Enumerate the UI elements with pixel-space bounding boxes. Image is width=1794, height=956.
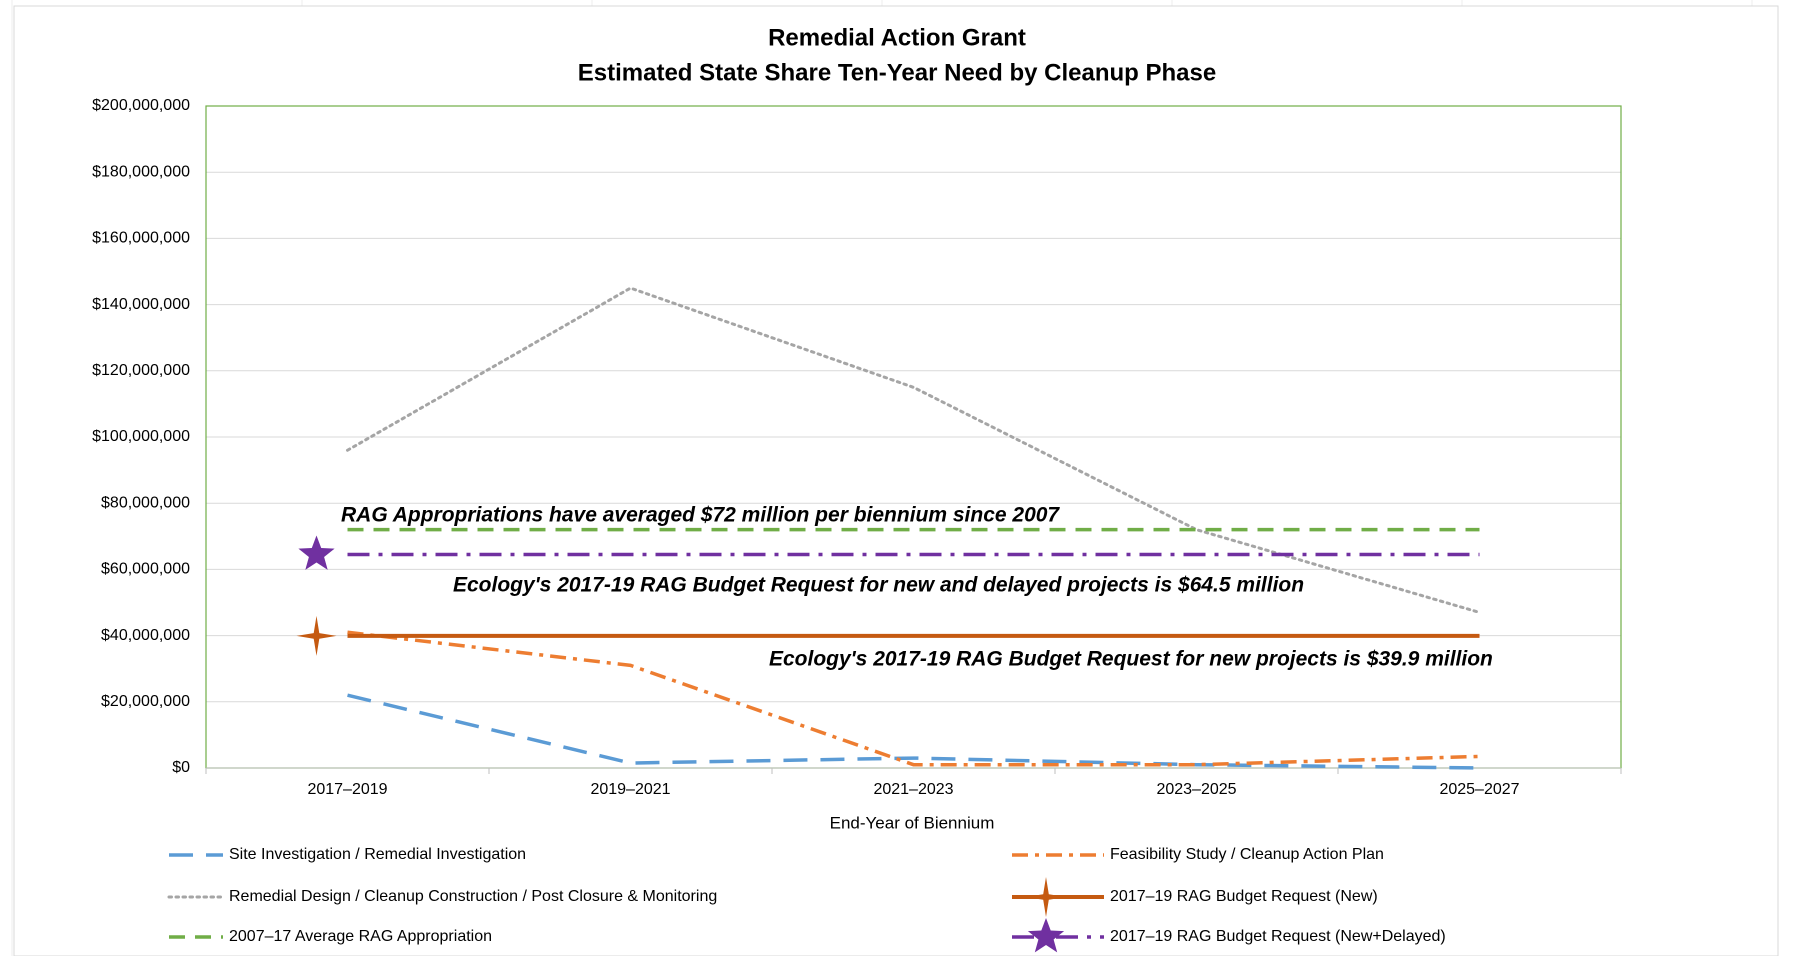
y-tick-label: $120,000,000 [92, 362, 190, 379]
x-tick-label: 2023–2025 [1156, 781, 1236, 798]
chart-subtitle: Estimated State Share Ten-Year Need by C… [578, 59, 1216, 86]
annotation: RAG Appropriations have averaged $72 mil… [341, 504, 1060, 527]
x-tick-label: 2025–2027 [1439, 781, 1519, 798]
y-tick-label: $160,000,000 [92, 230, 190, 247]
series-line [347, 693, 1480, 770]
legend-marker [1026, 877, 1066, 917]
chart-area [13, 5, 1779, 956]
y-tick-label: $0 [172, 759, 190, 776]
series-marker [298, 535, 335, 570]
y-tick-label: $100,000,000 [92, 428, 190, 445]
series-marker [296, 615, 337, 656]
legend-label: 2007–17 Average RAG Appropriation [229, 928, 492, 945]
legend-label: Feasibility Study / Cleanup Action Plan [1110, 846, 1384, 863]
series-line [346, 286, 1481, 614]
chart-title: Remedial Action Grant [768, 24, 1026, 51]
x-tick-label: 2019–2021 [590, 781, 670, 798]
legend-label: Remedial Design / Cleanup Construction /… [229, 888, 717, 905]
y-tick-label: $20,000,000 [101, 693, 190, 710]
y-tick-label: $180,000,000 [92, 163, 190, 180]
annotation: Ecology's 2017-19 RAG Budget Request for… [453, 574, 1304, 597]
x-axis-title: End-Year of Biennium [830, 813, 995, 832]
y-tick-label: $60,000,000 [101, 561, 190, 578]
x-tick-label: 2021–2023 [873, 781, 953, 798]
legend-label: Site Investigation / Remedial Investigat… [229, 846, 526, 863]
annotation: Ecology's 2017-19 RAG Budget Request for… [769, 648, 1493, 671]
legend-marker [1027, 918, 1065, 953]
legend-label: 2017–19 RAG Budget Request (New+Delayed) [1110, 928, 1446, 945]
y-tick-label: $200,000,000 [92, 97, 190, 114]
legend-label: 2017–19 RAG Budget Request (New) [1110, 888, 1378, 905]
series-line [347, 630, 1480, 767]
y-tick-label: $40,000,000 [101, 627, 190, 644]
x-tick-label: 2017–2019 [307, 781, 387, 798]
y-tick-label: $140,000,000 [92, 296, 190, 313]
y-tick-label: $80,000,000 [101, 494, 190, 511]
